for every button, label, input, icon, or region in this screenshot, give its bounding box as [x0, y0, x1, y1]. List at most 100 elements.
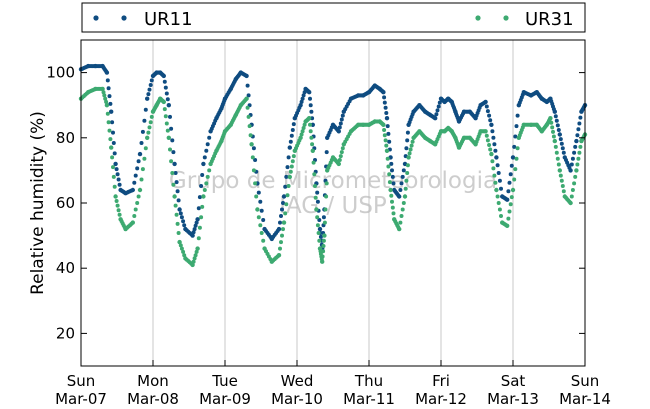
data-point	[514, 156, 519, 161]
data-point	[205, 142, 210, 147]
data-point	[569, 194, 574, 199]
data-point	[164, 91, 169, 96]
data-point	[509, 195, 514, 200]
data-point	[390, 168, 394, 173]
data-point	[494, 187, 499, 193]
data-point	[559, 178, 564, 183]
y-tick-label: 20	[56, 324, 75, 342]
data-point	[324, 194, 329, 199]
data-point	[434, 112, 439, 117]
data-point	[322, 220, 327, 225]
x-tick-label-date: Mar-14	[559, 390, 611, 408]
data-point	[556, 128, 561, 132]
data-point	[302, 122, 307, 127]
data-point	[382, 95, 387, 100]
data-point	[435, 108, 440, 113]
data-point	[487, 113, 492, 118]
data-point	[172, 161, 177, 167]
data-point	[147, 87, 152, 92]
data-point	[554, 150, 559, 155]
data-point	[437, 100, 442, 105]
legend-marker-ur31-a	[475, 15, 481, 21]
data-point	[286, 155, 291, 160]
data-point	[551, 129, 555, 134]
data-point	[177, 239, 182, 245]
data-point	[409, 143, 414, 148]
data-point	[308, 122, 312, 127]
data-point	[399, 181, 404, 186]
data-point	[166, 135, 171, 140]
grid-lines	[152, 40, 514, 366]
data-point	[111, 174, 116, 179]
data-point	[381, 122, 386, 128]
data-point	[578, 115, 583, 120]
data-point	[384, 116, 390, 121]
data-point	[113, 161, 118, 167]
data-point	[483, 129, 488, 134]
data-point	[338, 154, 343, 159]
data-point	[550, 125, 555, 130]
data-point	[339, 117, 344, 122]
data-point	[130, 220, 135, 225]
data-point	[570, 188, 575, 192]
data-point	[336, 129, 341, 134]
data-point	[166, 103, 171, 108]
data-point	[284, 174, 289, 179]
data-point	[484, 104, 489, 109]
data-point	[116, 208, 121, 213]
data-point	[400, 174, 405, 179]
data-point	[248, 133, 253, 138]
data-point	[513, 134, 518, 139]
data-point	[261, 218, 266, 222]
data-point	[301, 93, 306, 98]
data-point	[170, 171, 175, 175]
data-point	[143, 146, 148, 151]
data-point	[247, 124, 252, 129]
data-point	[548, 116, 553, 121]
data-point	[195, 217, 200, 222]
data-point	[190, 233, 195, 238]
data-point	[556, 162, 561, 167]
data-point	[205, 174, 210, 179]
data-point	[173, 171, 178, 175]
data-point	[164, 121, 169, 126]
data-point	[176, 231, 181, 235]
x-axis: SunMar-07MonMar-08TueMar-09WedMar-10ThuM…	[55, 360, 611, 408]
data-point	[491, 166, 496, 171]
data-point	[570, 156, 575, 161]
data-point	[107, 128, 112, 133]
data-point	[321, 215, 326, 220]
data-point	[281, 220, 287, 225]
data-point	[103, 96, 108, 101]
data-point	[298, 135, 303, 140]
data-point	[307, 116, 312, 121]
data-point	[105, 78, 110, 83]
data-point	[557, 168, 562, 173]
data-point	[280, 207, 284, 212]
data-point	[259, 208, 264, 213]
data-point	[246, 93, 251, 98]
data-point	[102, 93, 107, 98]
data-point	[250, 155, 255, 160]
data-point	[509, 163, 514, 168]
data-point	[106, 86, 111, 91]
data-point	[197, 225, 202, 230]
data-point	[201, 194, 206, 199]
watermark-line-2: IAG / USP	[279, 193, 387, 219]
data-point	[484, 133, 489, 138]
data-point	[104, 99, 109, 104]
data-point	[499, 186, 503, 191]
data-point	[577, 121, 582, 126]
x-tick-label-day: Sun	[67, 372, 96, 390]
data-point	[196, 206, 201, 211]
data-point	[559, 141, 564, 146]
x-tick-label-day: Sun	[571, 372, 600, 390]
data-point	[576, 156, 581, 161]
data-point	[309, 109, 314, 114]
data-point	[200, 204, 205, 209]
data-point	[178, 211, 183, 216]
data-point	[390, 174, 395, 179]
data-point	[300, 96, 305, 101]
data-point	[113, 194, 118, 199]
data-point	[255, 207, 260, 212]
